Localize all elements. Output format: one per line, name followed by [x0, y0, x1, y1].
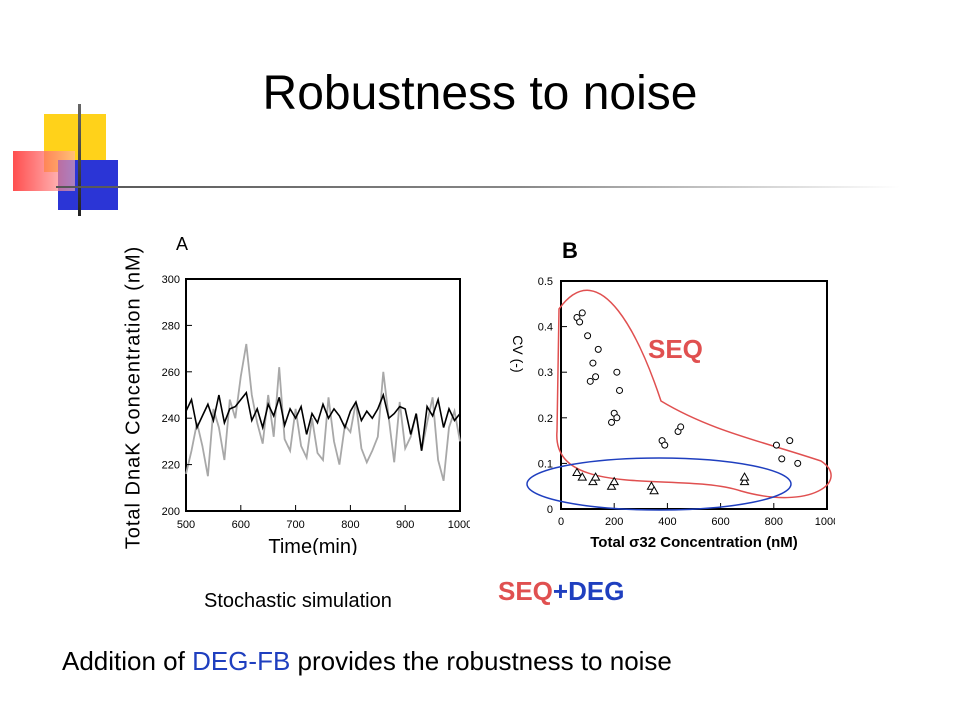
circle-point [578, 309, 586, 317]
triangle-point [739, 476, 750, 486]
y-tick-label: 0.3 [538, 367, 553, 379]
x-tick-label: 1000 [448, 519, 470, 531]
seq-deg-label-deg: +DEG [552, 576, 625, 606]
deco-vertical-rule [78, 104, 81, 216]
bottom-statement-highlight: DEG-FB [192, 646, 291, 676]
x-tick-label: 0 [558, 516, 564, 528]
x-tick-label: 600 [711, 516, 729, 528]
title-rule [56, 186, 900, 188]
panel-b-chart: 0 200 400 600 800 1000 0 0.1 0.2 0.3 0.4 0.5 CV (-) T… [510, 276, 835, 551]
x-axis-label: Time(min) [268, 536, 357, 555]
circle-point [677, 423, 685, 431]
y-tick-label: 0.1 [538, 458, 553, 470]
y-tick-label: 280 [162, 320, 180, 332]
y-tick-label: 240 [162, 413, 180, 425]
circle-point [586, 377, 594, 385]
x-tick-label: 1000 [815, 516, 835, 528]
seq-label: SEQ [648, 334, 703, 364]
slide-title: Robustness to noise [262, 67, 698, 120]
circle-point [613, 368, 621, 376]
circle-point [592, 373, 600, 381]
stochastic-caption: Stochastic simulation [204, 590, 392, 612]
x-tick-label: 500 [177, 519, 195, 531]
circle-point [613, 414, 621, 422]
x-tick-label: 900 [396, 519, 414, 531]
circle-point [576, 318, 584, 326]
circle-point [786, 437, 794, 445]
x-tick-label: 400 [658, 516, 676, 528]
bottom-statement-post: provides the robustness to noise [290, 646, 672, 676]
y-tick-label: 0.5 [538, 276, 553, 288]
seq-deg-region-outline [526, 457, 792, 511]
x-tick-label: 800 [341, 519, 359, 531]
triangle-point [588, 476, 598, 486]
circle-point [584, 332, 592, 340]
y-tick-label: 0 [547, 504, 553, 516]
triangle-point [572, 467, 582, 477]
circle-point [616, 386, 624, 394]
x-tick-label: 600 [232, 519, 250, 531]
triangle-point [739, 472, 750, 481]
triangle-point [590, 472, 601, 481]
panel-a-chart: 500 600 700 800 900 1000 200 220 240 260 280 300 Tim… [162, 274, 470, 555]
y-tick-label: 300 [162, 274, 180, 286]
bottom-statement-pre: Addition of [62, 646, 193, 676]
x-tick-label: 800 [765, 516, 783, 528]
series-line [185, 390, 461, 451]
plot-frame [185, 278, 461, 512]
y-tick-label: 220 [162, 460, 180, 472]
triangle-point [577, 472, 588, 481]
x-tick-label: 700 [286, 519, 304, 531]
x-tick-label: 200 [605, 516, 623, 528]
y-axis-label: CV (-) [510, 335, 526, 372]
circle-point [794, 459, 802, 467]
seq-region-outline [556, 289, 832, 499]
circle-point [589, 359, 597, 367]
seq-deg-label-seq: SEQ [498, 576, 553, 606]
deco-red-square [13, 151, 75, 191]
y-tick-label: 0.2 [538, 413, 553, 425]
triangle-point [649, 485, 659, 495]
y-tick-label: 200 [162, 506, 180, 518]
x-axis-label: Total σ32 Concentration (nM) [590, 534, 797, 551]
triangle-point [606, 481, 617, 490]
circle-point [778, 455, 786, 463]
panel-a-ylabel-text: Total DnaK Concentration (nM) [122, 245, 145, 550]
circle-point [772, 441, 780, 449]
bottom-statement: Addition of DEG-FB provides the robustne… [62, 646, 672, 677]
triangle-point [609, 476, 620, 486]
circle-point [661, 441, 669, 449]
y-tick-label: 0.4 [538, 322, 553, 334]
panel-b-label: B [562, 238, 578, 263]
seq-deg-label: SEQ+DEG [498, 576, 624, 607]
plot-frame [560, 280, 828, 510]
panel-a-ylabel: Total DnaK Concentration (nM) [123, 238, 146, 558]
panel-a-label: A [176, 234, 189, 254]
y-tick-label: 260 [162, 367, 180, 379]
circle-point [608, 418, 616, 426]
circle-point [594, 345, 602, 353]
